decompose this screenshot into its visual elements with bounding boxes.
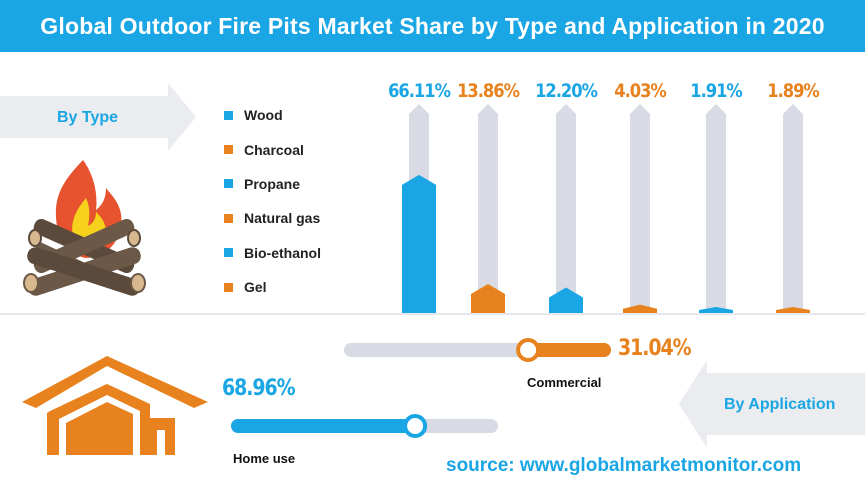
legend-swatch [224,145,233,155]
bar-track-natural-gas [630,104,650,313]
by-application-label: By Application [724,396,836,413]
source-text: source: www.globalmarketmonitor.com [446,455,802,476]
legend-item-charcoal: Charcoal [224,132,321,166]
legend-item-propane: Propane [224,167,321,201]
bar-track-propane [556,104,576,313]
by-type-label: By Type [57,109,119,126]
legend-item-gel: Gel [224,270,321,304]
legend-swatch [224,110,233,120]
value-label-bio-ethanol: 1.91% [690,80,743,102]
legend-swatch [224,282,233,292]
bar-gel [776,307,810,313]
value-label-gel: 1.89% [767,80,820,102]
slider-fill-commercial [528,343,611,357]
type-legend: Wood Charcoal Propane Natural gas Bio-ethano… [224,98,321,304]
category-label-commercial: Commercial [527,375,602,390]
legend-item-wood: Wood [224,98,321,132]
legend-label: Propane [244,175,301,192]
page-title: Global Outdoor Fire Pits Market Share by… [0,0,865,52]
bar-bio-ethanol [699,307,733,313]
bar-propane [549,287,583,313]
bar-track-gel [783,104,803,313]
value-label-wood: 66.11% [388,80,451,102]
slider-knob-home-use [403,414,428,438]
value-label-charcoal: 13.86% [457,80,520,102]
legend-swatch [224,179,233,189]
legend-swatch [224,213,233,223]
value-label-home-use: 68.96% [222,376,296,401]
value-label-commercial: 31.04% [618,336,692,361]
bar-charcoal [471,284,505,313]
legend-label: Charcoal [244,141,304,158]
legend-item-natural-gas: Natural gas [224,201,321,235]
legend-label: Gel [244,279,267,296]
legend-swatch [224,248,233,258]
bar-wood [402,174,436,313]
legend-label: Wood [244,107,283,124]
slider-knob-commercial [516,338,541,362]
legend-label: Natural gas [244,210,321,227]
legend-item-bio-ethanol: Bio-ethanol [224,236,321,270]
value-label-propane: 12.20% [535,80,598,102]
bar-track-charcoal [478,104,498,313]
bar-track-bio-ethanol [706,104,726,313]
section-divider [0,313,865,315]
category-label-home-use: Home use [233,451,296,466]
slider-fill-home-use [231,419,416,433]
legend-label: Bio-ethanol [244,244,321,261]
bar-natural-gas [623,304,657,313]
value-label-natural-gas: 4.03% [614,80,667,102]
